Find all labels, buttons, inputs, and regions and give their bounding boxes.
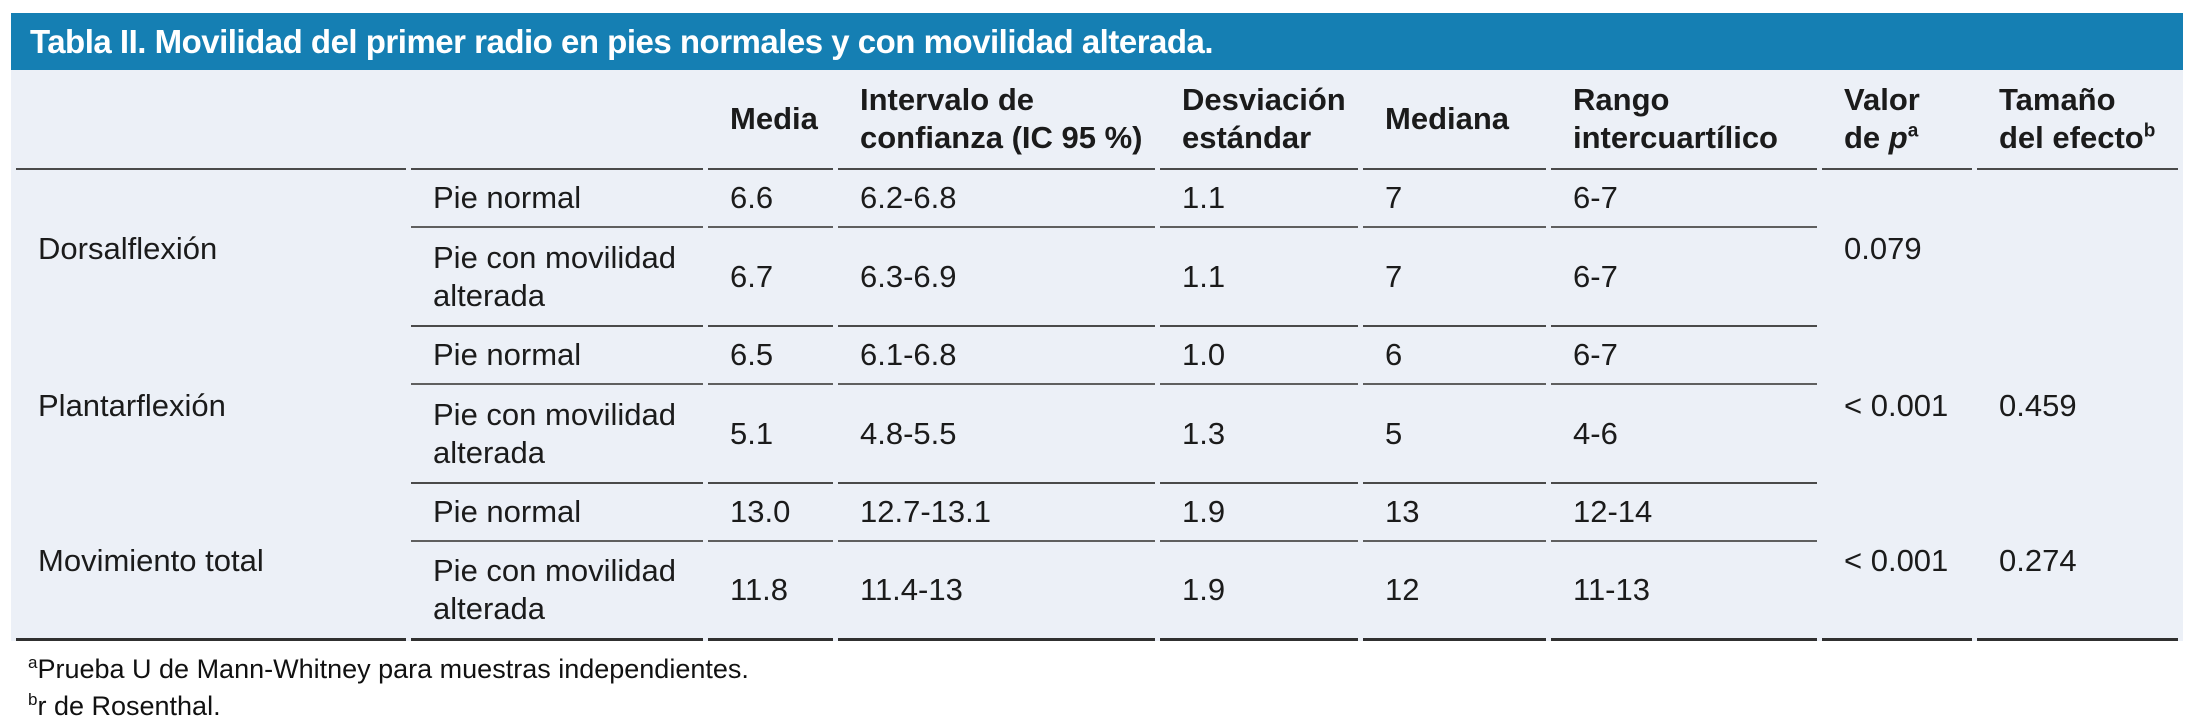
footnotes: aPrueba U de Mann-Whitney para muestras … xyxy=(28,651,2183,725)
cell-foot-type: Pie con movilidad alterada xyxy=(411,385,703,484)
cell-ic: 11.4-13 xyxy=(838,542,1155,641)
group-label-movimiento-total: Movimiento total xyxy=(16,484,406,641)
cell-ic: 12.7-13.1 xyxy=(838,484,1155,542)
cell-sd: 1.1 xyxy=(1160,170,1358,228)
cell-foot-type: Pie normal xyxy=(411,170,703,228)
cell-effect-size: 0.459 xyxy=(1999,387,2077,423)
footnote-a: aPrueba U de Mann-Whitney para muestras … xyxy=(28,651,2183,688)
cell-rango: 6-7 xyxy=(1551,327,1817,385)
cell-effect-size: 0.274 xyxy=(1977,484,2178,641)
cell-mediana: 12 xyxy=(1363,542,1546,641)
cell-media: 5.1 xyxy=(708,385,833,484)
results-table: Media Intervalo de confianza (IC 95 %) D… xyxy=(11,70,2183,641)
group-label-dorsalflexion: Dorsalflexión xyxy=(38,230,218,266)
table-row: Movimiento total Pie normal 13.0 12.7-13… xyxy=(16,484,2178,641)
p-italic: p xyxy=(1888,120,1908,155)
table-row: Plantarflexión Pie normal 6.5 6.1-6.8 1.… xyxy=(16,327,2178,423)
header-row: Media Intervalo de confianza (IC 95 %) D… xyxy=(16,70,2178,170)
cell-p-value: 0.079 xyxy=(1844,230,1922,266)
footnote-a-marker: a xyxy=(28,653,38,672)
footnote-b-text: r de Rosenthal. xyxy=(37,691,221,721)
cell-rango: 6-7 xyxy=(1551,170,1817,228)
cell-ic: 6.1-6.8 xyxy=(838,327,1155,385)
footnote-marker-b: b xyxy=(2143,120,2156,142)
cell-media: 11.8 xyxy=(708,542,833,641)
cell-media: 6.6 xyxy=(708,170,833,228)
cell-mediana: 6 xyxy=(1363,327,1546,385)
table-title-bar: Tabla II. Movilidad del primer radio en … xyxy=(11,13,2183,70)
cell-foot-type: Pie normal xyxy=(411,327,703,385)
cell-rango: 12-14 xyxy=(1551,484,1817,542)
col-header-empty-foot xyxy=(411,70,703,170)
cell-media: 13.0 xyxy=(708,484,833,542)
col-header-intervalo: Intervalo de confianza (IC 95 %) xyxy=(838,70,1155,170)
cell-effect-size xyxy=(1977,170,2178,327)
col-header-empty-group xyxy=(16,70,406,170)
cell-media: 6.7 xyxy=(708,228,833,327)
table-row: Pie con movilidad alterada 6.7 6.3-6.9 1… xyxy=(16,228,2178,327)
table-row: Pie con movilidad alterada 11.8 11.4-13 … xyxy=(16,542,2178,641)
cell-sd: 1.1 xyxy=(1160,228,1358,327)
cell-rango: 4-6 xyxy=(1551,385,1817,484)
footnote-marker-a: a xyxy=(1907,120,1919,142)
cell-rango: 11-13 xyxy=(1551,542,1817,641)
cell-foot-type: Pie normal xyxy=(411,484,703,542)
cell-foot-type: Pie con movilidad alterada xyxy=(411,542,703,641)
cell-mediana: 7 xyxy=(1363,228,1546,327)
table-title: Tabla II. Movilidad del primer radio en … xyxy=(30,22,1214,60)
cell-mediana: 5 xyxy=(1363,385,1546,484)
cell-p-value: < 0.001 xyxy=(1822,484,1972,641)
cell-ic: 4.8-5.5 xyxy=(838,385,1155,484)
footnote-b-marker: b xyxy=(28,690,38,709)
cell-foot-type: Pie con movilidad alterada xyxy=(411,228,703,327)
cell-sd: 1.3 xyxy=(1160,385,1358,484)
cell-ic: 6.2-6.8 xyxy=(838,170,1155,228)
table-row: Dorsalflexión Pie normal 6.6 6.2-6.8 1.1… xyxy=(16,170,2178,266)
footnote-a-text: Prueba U de Mann-Whitney para muestras i… xyxy=(37,654,749,684)
col-header-rango: Rango intercuartílico xyxy=(1551,70,1817,170)
cell-p-value: < 0.001 xyxy=(1844,387,1949,423)
cell-sd: 1.9 xyxy=(1160,484,1358,542)
cell-mediana: 13 xyxy=(1363,484,1546,542)
cell-media: 6.5 xyxy=(708,327,833,385)
col-header-tamano: Tamaño del efectob xyxy=(1977,70,2178,170)
cell-sd: 1.0 xyxy=(1160,327,1358,385)
col-header-mediana: Mediana xyxy=(1363,70,1546,170)
group-label-plantarflexion: Plantarflexión xyxy=(38,387,226,423)
table-row: Pie con movilidad alterada 5.1 4.8-5.5 1… xyxy=(16,385,2178,484)
cell-mediana: 7 xyxy=(1363,170,1546,228)
col-header-valor-p: Valor de pa xyxy=(1822,70,1972,170)
col-header-media: Media xyxy=(708,70,833,170)
footnote-b: br de Rosenthal. xyxy=(28,688,2183,725)
col-header-desviacion: Desviación estándar xyxy=(1160,70,1358,170)
cell-sd: 1.9 xyxy=(1160,542,1358,641)
cell-rango: 6-7 xyxy=(1551,228,1817,327)
table-block: Tabla II. Movilidad del primer radio en … xyxy=(11,13,2183,725)
cell-ic: 6.3-6.9 xyxy=(838,228,1155,327)
